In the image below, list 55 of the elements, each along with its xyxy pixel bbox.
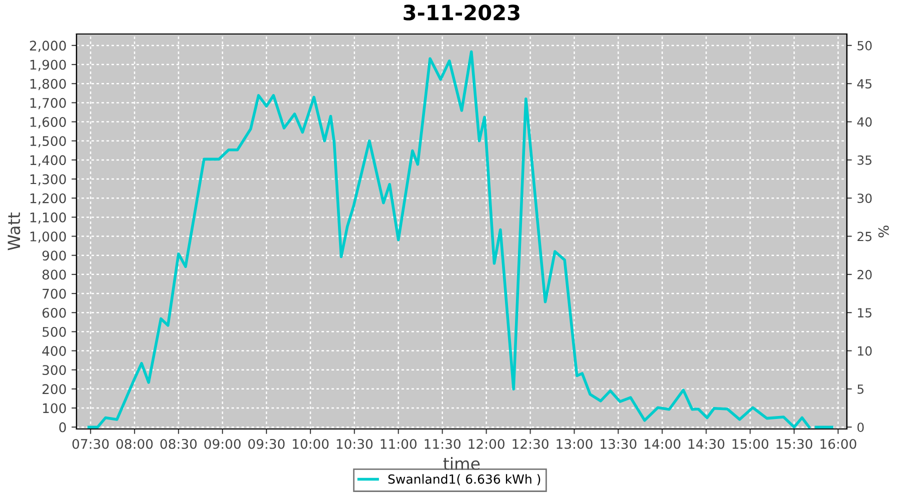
x-tick-label: 10:30	[336, 438, 373, 449]
y-tick-label: 300	[42, 365, 66, 376]
y-tick-label: 700	[42, 288, 66, 299]
y-tick-label: 1,700	[30, 98, 66, 110]
y-tick-label: 800	[42, 270, 66, 280]
x-tick-label: 14:30	[688, 438, 724, 449]
x-tick-label: 09:30	[248, 438, 285, 449]
x-tick-label: 16:00	[820, 438, 856, 449]
y2-tick-label: 10	[858, 346, 872, 356]
x-axis-title: time	[443, 457, 480, 470]
y-tick-label: 600	[42, 308, 66, 318]
y2-tick-label: 0	[857, 422, 864, 432]
y-tick-label: 1,800	[30, 78, 66, 90]
y2-tick-label: 15	[858, 308, 872, 318]
x-tick-label: 07:30	[72, 438, 109, 449]
x-tick-label: 12:00	[468, 438, 504, 449]
chart-title: 3-11-2023	[404, 4, 520, 20]
y2-tick-label: 35	[858, 155, 872, 165]
y2-tick-label: 20	[858, 270, 872, 280]
y-tick-label: 2,000	[30, 40, 66, 52]
y2-tick-label: 25	[858, 232, 872, 242]
y-tick-label: 1,200	[30, 193, 66, 205]
y-tick-label: 900	[42, 250, 66, 261]
y-tick-label: 1,900	[30, 60, 66, 72]
y2-tick-label: 45	[857, 79, 872, 89]
x-tick-label: 11:00	[380, 438, 417, 449]
y-tick-label: 1,300	[30, 174, 66, 186]
y-tick-label: 500	[42, 326, 66, 337]
y2-tick-label: 5	[858, 384, 864, 394]
x-tick-label: 14:00	[644, 438, 680, 449]
y-tick-label: 0	[59, 422, 66, 432]
x-tick-label: 15:30	[776, 438, 812, 449]
y2-axis-title: %	[878, 226, 889, 238]
y-tick-label: 400	[42, 346, 66, 356]
y2-tick-label: 50	[858, 40, 872, 50]
y2-tick-label: 30	[858, 194, 872, 204]
y2-tick-label: 40	[857, 117, 872, 127]
x-tick-label: 15:00	[732, 438, 768, 449]
y-tick-label: 1,100	[30, 212, 66, 224]
x-tick-label: 13:30	[600, 438, 636, 449]
y-tick-label: 1,500	[30, 136, 66, 148]
x-tick-label: 13:00	[556, 438, 592, 449]
x-tick-label: 12:30	[512, 438, 548, 449]
y-tick-label: 1,400	[30, 155, 66, 166]
legend-label: Swanland1( 6.636 kWh )	[388, 474, 540, 486]
x-tick-label: 10:00	[292, 438, 329, 449]
x-tick-label: 11:30	[424, 438, 460, 449]
x-tick-label: 08:30	[160, 438, 197, 449]
y-axis-title: Watt	[8, 212, 20, 250]
y-tick-label: 200	[42, 384, 66, 394]
x-tick-label: 09:00	[204, 438, 241, 449]
y-tick-label: 100	[43, 403, 66, 414]
y-tick-label: 1,000	[30, 231, 66, 243]
y-tick-label: 1,600	[30, 117, 66, 128]
x-tick-label: 08:00	[116, 438, 153, 449]
